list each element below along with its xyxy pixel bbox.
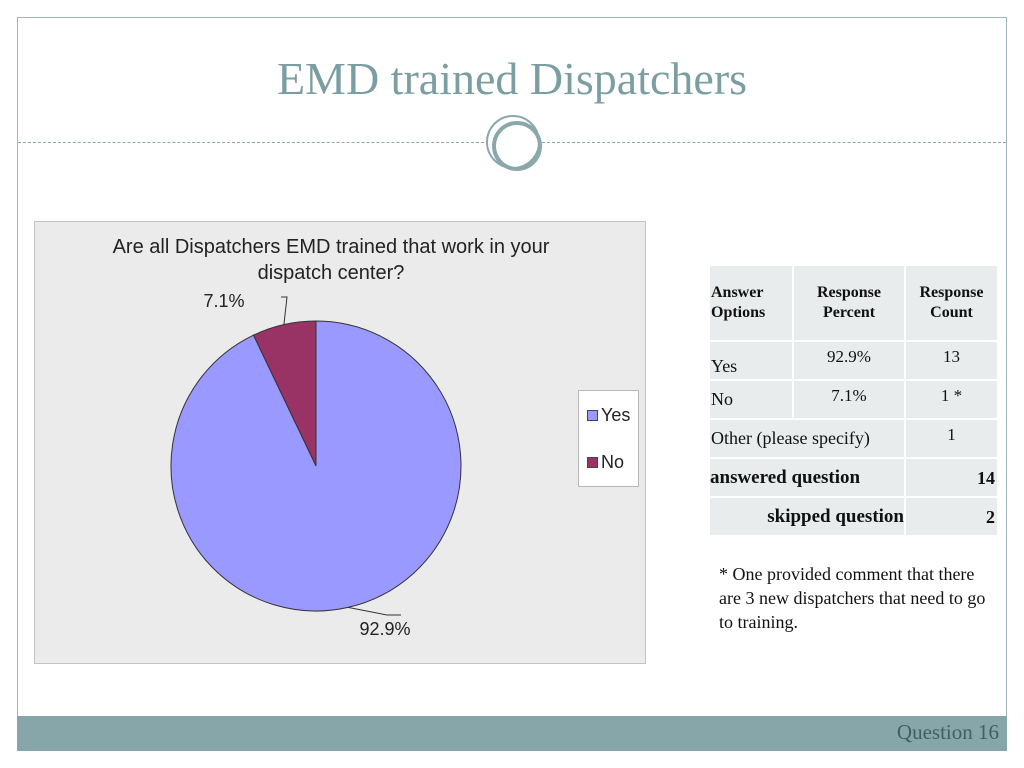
row-option: Other (please specify) <box>708 418 906 459</box>
footer-question-label: Question 16 <box>896 720 999 744</box>
legend-item-yes: Yes <box>587 405 630 425</box>
row-count: 1 <box>904 418 999 459</box>
leader-line-yes <box>347 606 401 616</box>
row-option: No <box>708 379 794 420</box>
skipped-question-value: 2 <box>904 496 999 537</box>
legend-swatch-no <box>587 456 598 468</box>
results-table: Answer Options Response Percent Response… <box>708 264 999 537</box>
answered-question-label: answered question <box>708 457 906 498</box>
row-option: Yes <box>708 340 794 381</box>
header-response-count: Response Count <box>904 264 999 342</box>
header-answer-options: Answer Options <box>708 264 794 342</box>
legend-label-yes: Yes <box>601 404 631 425</box>
row-count: 1 * <box>904 379 999 420</box>
title-divider-left <box>18 142 484 143</box>
footer-bar: Question 16 <box>17 716 1007 751</box>
chart-legend: Yes No <box>578 390 639 487</box>
title-divider-right <box>542 142 1006 143</box>
pie-chart: 7.1% 92.9% <box>170 291 462 639</box>
data-label-no: 7.1% <box>203 291 244 311</box>
table-summary-row: answered question 14 <box>708 457 999 498</box>
table-row: No 7.1% 1 * <box>708 379 999 420</box>
chart-title: Are all Dispatchers EMD trained that wor… <box>112 236 550 284</box>
legend-label-no: No <box>601 451 625 472</box>
legend-item-no: No <box>587 452 624 472</box>
table-header-row: Answer Options Response Percent Response… <box>708 264 999 342</box>
table-row: Yes 92.9% 13 <box>708 340 999 381</box>
row-count: 13 <box>904 340 999 381</box>
data-label-yes: 92.9% <box>359 619 410 639</box>
row-percent: 92.9% <box>792 340 906 381</box>
row-percent: 7.1% <box>792 379 906 420</box>
pie-chart-panel: 7.1% 92.9% Are all Dispatchers EMD traine… <box>34 221 646 664</box>
table-row: Other (please specify) 1 <box>708 418 999 459</box>
divider-ring-ornament <box>486 115 542 171</box>
slide-title: EMD trained Dispatchers <box>276 53 748 104</box>
leader-line-no <box>281 296 288 325</box>
table-summary-row: skipped question 2 <box>708 496 999 537</box>
footnote: * One provided comment that there are 3 … <box>719 564 986 632</box>
answered-question-value: 14 <box>904 457 999 498</box>
pie-slice-yes <box>170 320 462 612</box>
legend-swatch-yes <box>587 409 598 421</box>
skipped-question-label: skipped question <box>708 496 906 537</box>
header-response-percent: Response Percent <box>792 264 906 342</box>
